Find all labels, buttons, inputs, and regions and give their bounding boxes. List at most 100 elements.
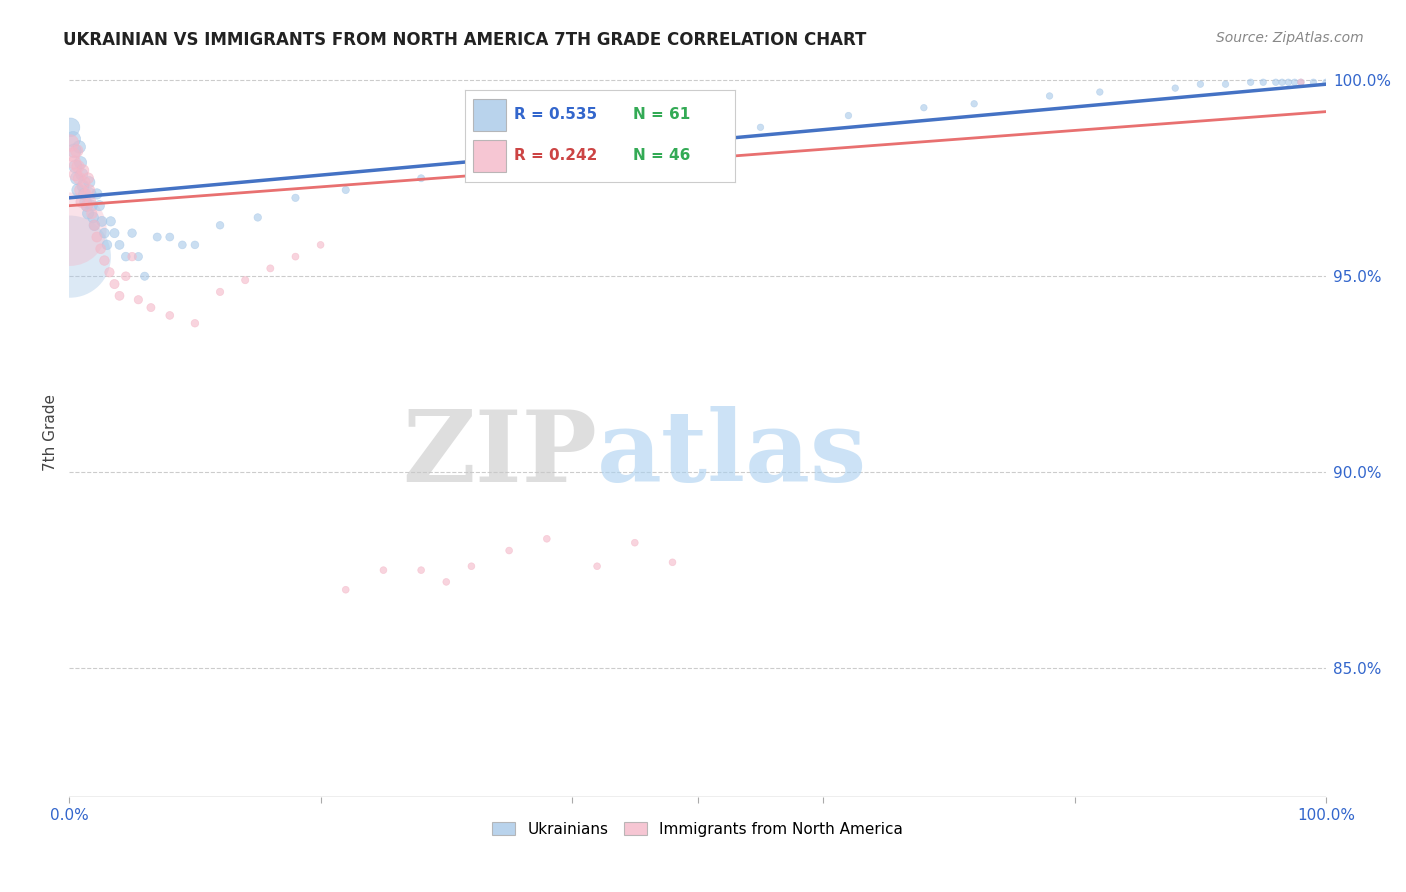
Point	[59, 120, 82, 135]
Point	[246, 211, 269, 225]
Point	[96, 238, 118, 252]
Point	[79, 194, 101, 209]
Point	[67, 171, 90, 186]
Point	[90, 242, 112, 256]
Point	[86, 230, 108, 244]
Point	[72, 163, 94, 178]
Point	[80, 206, 103, 220]
Point	[66, 183, 89, 197]
Point	[79, 175, 101, 189]
Point	[86, 186, 108, 201]
Y-axis label: 7th Grade: 7th Grade	[44, 394, 58, 472]
Point	[69, 155, 91, 169]
Text: Source: ZipAtlas.com: Source: ZipAtlas.com	[1216, 31, 1364, 45]
Point	[114, 250, 136, 264]
Point	[1277, 75, 1299, 89]
Point	[1302, 75, 1324, 89]
Point	[75, 194, 97, 209]
Point	[411, 171, 433, 186]
Point	[159, 309, 181, 323]
Point	[72, 179, 94, 194]
Point	[77, 171, 100, 186]
Point	[63, 155, 86, 169]
Text: atlas: atlas	[598, 407, 868, 503]
Point	[66, 144, 89, 158]
Point	[1289, 75, 1312, 89]
Point	[89, 199, 111, 213]
Point	[536, 532, 558, 546]
Point	[103, 226, 125, 240]
Legend: Ukrainians, Immigrants from North America: Ukrainians, Immigrants from North Americ…	[485, 814, 911, 845]
Point	[184, 316, 207, 330]
Point	[127, 293, 149, 307]
Point	[661, 555, 683, 569]
Point	[335, 582, 357, 597]
Point	[66, 171, 89, 186]
Point	[121, 250, 143, 264]
Point	[67, 140, 90, 154]
Point	[912, 101, 935, 115]
Point	[284, 191, 307, 205]
Point	[65, 160, 87, 174]
Point	[76, 199, 98, 213]
Text: ZIP: ZIP	[402, 407, 598, 503]
Point	[127, 250, 149, 264]
Point	[586, 559, 609, 574]
Point	[623, 535, 645, 549]
Point	[65, 167, 87, 181]
Point	[59, 222, 82, 236]
Point	[93, 253, 115, 268]
Point	[172, 238, 194, 252]
Point	[498, 543, 520, 558]
Point	[1284, 75, 1306, 89]
Point	[963, 96, 986, 111]
Point	[184, 238, 207, 252]
Point	[335, 183, 357, 197]
Point	[1264, 75, 1286, 89]
Point	[77, 206, 100, 220]
Point	[411, 563, 433, 577]
Point	[1289, 75, 1312, 89]
Point	[1240, 75, 1263, 89]
Text: UKRAINIAN VS IMMIGRANTS FROM NORTH AMERICA 7TH GRADE CORRELATION CHART: UKRAINIAN VS IMMIGRANTS FROM NORTH AMERI…	[63, 31, 866, 49]
Point	[59, 136, 82, 150]
Point	[209, 219, 232, 233]
Point	[434, 574, 457, 589]
Point	[460, 559, 482, 574]
Point	[749, 120, 772, 135]
Point	[1189, 77, 1212, 91]
Point	[62, 132, 84, 146]
Point	[70, 167, 93, 181]
Point	[1251, 75, 1274, 89]
Point	[498, 160, 520, 174]
Point	[76, 199, 98, 213]
Point	[134, 269, 156, 284]
Point	[83, 219, 105, 233]
Point	[70, 194, 93, 209]
Point	[209, 285, 232, 299]
Point	[79, 186, 101, 201]
Point	[114, 269, 136, 284]
Point	[108, 289, 131, 303]
Point	[63, 144, 86, 158]
Point	[586, 144, 609, 158]
Point	[93, 226, 115, 240]
Point	[108, 238, 131, 252]
Point	[103, 277, 125, 291]
Point	[80, 199, 103, 213]
Point	[309, 238, 332, 252]
Point	[1271, 75, 1294, 89]
Point	[233, 273, 256, 287]
Point	[284, 250, 307, 264]
Point	[661, 132, 683, 146]
Point	[1315, 75, 1337, 89]
Point	[66, 160, 89, 174]
Point	[373, 563, 395, 577]
Point	[121, 226, 143, 240]
Point	[159, 230, 181, 244]
Point	[79, 183, 101, 197]
Point	[139, 301, 162, 315]
Point	[73, 186, 96, 201]
Point	[259, 261, 281, 276]
Point	[82, 211, 104, 225]
